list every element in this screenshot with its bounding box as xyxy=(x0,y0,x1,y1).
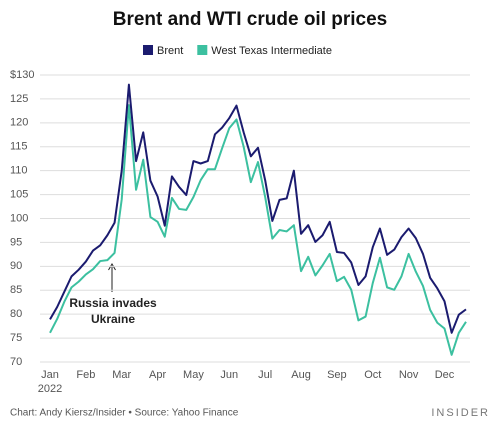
y-tick-label: 120 xyxy=(10,117,28,129)
x-year-label: 2022 xyxy=(38,383,62,395)
series-line xyxy=(49,83,467,334)
annotation: Russia invades xyxy=(69,296,157,310)
annotation-arrowhead xyxy=(108,263,116,271)
y-tick-label: 100 xyxy=(10,212,28,224)
x-tick-label: Jan xyxy=(41,369,59,381)
y-tick-label: $130 xyxy=(10,69,34,81)
x-tick-label: Jun xyxy=(220,369,238,381)
legend-swatch xyxy=(143,45,153,55)
x-tick-label: Apr xyxy=(149,369,166,381)
x-tick-label: Dec xyxy=(435,369,455,381)
y-tick-label: 105 xyxy=(10,188,28,200)
x-tick-label: Sep xyxy=(327,369,347,381)
y-tick-label: 90 xyxy=(10,260,22,272)
y-tick-label: 70 xyxy=(10,356,22,368)
annotation: Ukraine xyxy=(91,312,135,326)
y-tick-label: 115 xyxy=(10,141,28,153)
y-tick-label: 125 xyxy=(10,93,28,105)
legend-label: West Texas Intermediate xyxy=(211,45,332,57)
x-tick-label: Oct xyxy=(364,369,381,381)
y-tick-label: 110 xyxy=(10,165,28,177)
credit: Chart: Andy Kiersz/Insider • Source: Yah… xyxy=(10,408,239,419)
x-tick-label: Aug xyxy=(291,369,311,381)
x-tick-label: Nov xyxy=(399,369,419,381)
x-tick-label: May xyxy=(183,369,204,381)
y-tick-label: 80 xyxy=(10,308,22,320)
legend-label: Brent xyxy=(157,45,183,57)
x-tick-label: Feb xyxy=(76,369,95,381)
series-line xyxy=(49,104,467,356)
x-tick-label: Mar xyxy=(112,369,131,381)
y-tick-label: 95 xyxy=(10,236,22,248)
brand: INSIDER xyxy=(431,407,490,419)
chart-title: Brent and WTI crude oil prices xyxy=(113,9,388,30)
x-tick-label: Jul xyxy=(258,369,272,381)
legend-swatch xyxy=(197,45,208,55)
legend: Brent West Texas Intermediate xyxy=(143,45,332,57)
y-tick-label: 75 xyxy=(10,332,22,344)
y-tick-label: 85 xyxy=(10,284,22,296)
